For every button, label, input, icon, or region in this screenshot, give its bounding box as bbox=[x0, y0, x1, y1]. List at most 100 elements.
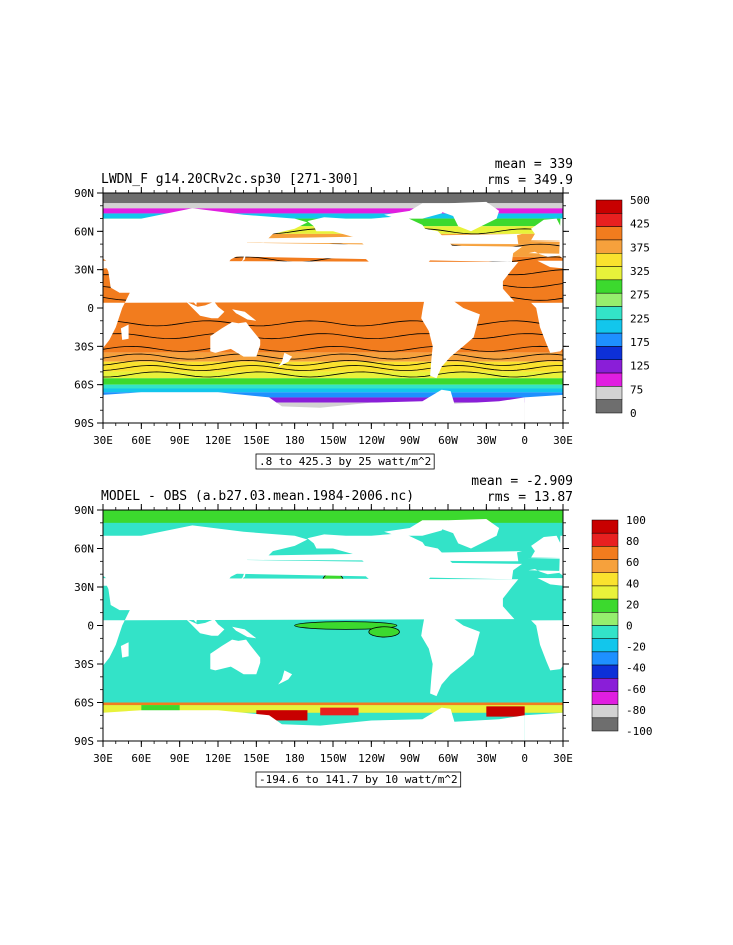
colorbar-swatch bbox=[595, 346, 623, 360]
x-tick-label: 60E bbox=[131, 434, 151, 447]
x-tick-label: 120W bbox=[358, 434, 385, 447]
land-mask bbox=[691, 569, 710, 586]
contour-info: -194.6 to 141.7 by 10 watt/m^2 bbox=[259, 773, 458, 786]
land-mask bbox=[421, 292, 480, 379]
land-mask bbox=[646, 619, 684, 636]
land-mask bbox=[230, 569, 250, 586]
colorbar-swatch bbox=[591, 572, 619, 587]
colorbar-swatch bbox=[595, 239, 623, 254]
land-mask bbox=[210, 322, 261, 357]
colorbar-swatch bbox=[595, 399, 623, 414]
colorbar-label: 0 bbox=[630, 407, 637, 420]
contour-line bbox=[103, 371, 563, 378]
x-tick-label: 120W bbox=[358, 752, 385, 765]
x-tick-label: 150E bbox=[243, 752, 270, 765]
colorbar-swatch bbox=[591, 638, 619, 653]
y-tick-label: 30N bbox=[74, 581, 94, 594]
land-mask bbox=[230, 251, 250, 269]
land-mask bbox=[527, 558, 563, 559]
colorbar-swatch bbox=[591, 585, 619, 600]
anomaly-patch bbox=[486, 706, 525, 717]
land-mask bbox=[646, 302, 684, 319]
colorbar-label: -80 bbox=[626, 704, 646, 717]
x-tick-label: 30E bbox=[553, 752, 573, 765]
contour-line bbox=[103, 353, 563, 360]
field-band bbox=[103, 384, 563, 389]
x-tick-label: 60E bbox=[131, 752, 151, 765]
x-tick-label: 150W bbox=[320, 752, 347, 765]
colorbar-label: 500 bbox=[630, 194, 650, 207]
colorbar-swatch bbox=[595, 279, 623, 294]
anomaly-patch bbox=[368, 626, 400, 638]
anomaly-patch bbox=[294, 621, 398, 630]
colorbar-label: 80 bbox=[626, 535, 639, 548]
field-layer bbox=[103, 193, 720, 423]
x-tick-label: 30W bbox=[476, 752, 496, 765]
colorbar-label: 20 bbox=[626, 598, 639, 611]
land-mask bbox=[528, 535, 563, 575]
x-tick-label: 30E bbox=[93, 434, 113, 447]
colorbar-label: 325 bbox=[630, 265, 650, 278]
y-tick-label: 0 bbox=[87, 620, 94, 633]
arctic-cap bbox=[103, 193, 563, 201]
colorbar-swatch bbox=[595, 266, 623, 281]
stat-mean: mean = 339 bbox=[495, 157, 573, 172]
contour-line bbox=[103, 320, 563, 327]
land-mask bbox=[108, 581, 139, 611]
field-band bbox=[103, 208, 563, 214]
land-mask bbox=[691, 252, 710, 269]
colorbar-label: 125 bbox=[630, 360, 650, 373]
land-mask bbox=[384, 520, 448, 536]
anomaly-patch bbox=[320, 707, 359, 716]
land-mask bbox=[186, 619, 225, 636]
land-mask bbox=[103, 525, 308, 623]
x-tick-label: 30E bbox=[553, 434, 573, 447]
y-tick-label: 90S bbox=[74, 735, 94, 748]
land-mask bbox=[692, 309, 716, 321]
land-mask bbox=[232, 309, 257, 321]
stat-rms: rms = 349.9 bbox=[487, 173, 573, 188]
land-mask bbox=[581, 642, 589, 657]
contour-info-box bbox=[255, 453, 435, 470]
y-tick-label: 30N bbox=[74, 264, 94, 277]
field-band bbox=[103, 378, 563, 385]
y-tick-label: 30S bbox=[74, 340, 94, 353]
colorbar-swatch bbox=[591, 717, 619, 732]
arctic-cap bbox=[103, 510, 563, 517]
land-mask bbox=[568, 265, 599, 293]
colorbar-swatch bbox=[591, 532, 619, 547]
colorbar-swatch bbox=[595, 306, 623, 321]
land-mask bbox=[431, 201, 500, 232]
colorbar-label: -40 bbox=[626, 662, 646, 675]
land-mask bbox=[670, 322, 720, 357]
contour-line bbox=[103, 359, 563, 366]
x-tick-label: 150E bbox=[243, 434, 270, 447]
map-panel-2: 30E 60E 90E 120E 150E 180 150W 120W 90W 60W 30W 0 30… bbox=[74, 474, 710, 788]
land-mask bbox=[103, 208, 308, 306]
land-mask bbox=[103, 551, 523, 562]
x-tick-label: 60W bbox=[438, 752, 458, 765]
colorbar-swatch bbox=[591, 651, 619, 666]
land-mask bbox=[103, 389, 525, 423]
field-band bbox=[103, 397, 563, 403]
map-title: LWDN_F g14.20CRv2c.sp30 [271-300] bbox=[101, 172, 359, 187]
colorbar-swatch bbox=[595, 332, 623, 347]
y-tick-label: 0 bbox=[87, 302, 94, 315]
x-tick-label: 0 bbox=[521, 434, 528, 447]
contour-line bbox=[103, 333, 563, 340]
x-tick-label: 180 bbox=[285, 434, 305, 447]
colorbar-swatch bbox=[595, 292, 623, 307]
colorbar-swatch bbox=[595, 199, 623, 214]
contour-info-box bbox=[255, 771, 462, 788]
y-tick-label: 60N bbox=[74, 543, 94, 556]
colorbar-label: 100 bbox=[626, 514, 646, 527]
colorbar-swatch bbox=[591, 625, 619, 639]
x-tick-label: 90E bbox=[170, 752, 190, 765]
x-tick-label: 120E bbox=[205, 434, 232, 447]
land-mask bbox=[103, 578, 519, 666]
y-tick-label: 60S bbox=[74, 379, 94, 392]
map-title: MODEL - OBS (a.b27.03.mean.1984-2006.nc) bbox=[101, 489, 414, 504]
land-mask bbox=[278, 352, 293, 367]
y-tick-label: 30S bbox=[74, 658, 94, 671]
contour-line bbox=[103, 345, 563, 352]
